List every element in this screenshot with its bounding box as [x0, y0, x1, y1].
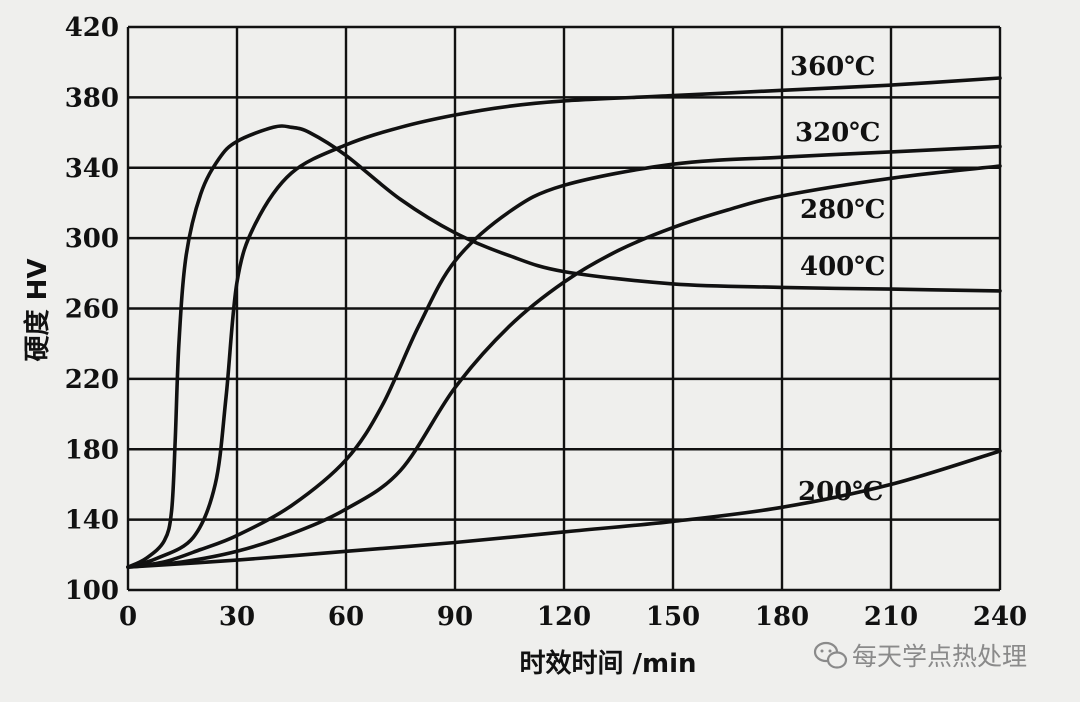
- y-tick-label: 220: [65, 365, 119, 395]
- watermark: 每天学点热处理: [813, 641, 1027, 671]
- series-line-320℃: [126, 144, 1002, 569]
- series-lines: [126, 76, 1002, 569]
- y-axis-title: 硬度 HV: [22, 259, 53, 362]
- x-tick-label: 120: [537, 602, 591, 632]
- y-tick-label: 100: [65, 576, 119, 606]
- y-tick-labels: 100 140 180 220 260 300 340 380 420: [65, 13, 119, 606]
- x-tick-label: 180: [755, 602, 809, 632]
- series-label: 200℃: [798, 477, 883, 507]
- x-axis-title: 时效时间 /min: [519, 648, 696, 679]
- series-label: 280℃: [800, 195, 885, 225]
- series-line-400℃: [126, 124, 1002, 569]
- series-label: 360℃: [790, 52, 875, 82]
- y-tick-label: 420: [65, 13, 119, 43]
- y-tick-label: 140: [65, 506, 119, 536]
- x-tick-label: 30: [219, 602, 255, 632]
- series-line-200℃: [126, 449, 1002, 569]
- y-tick-label: 380: [65, 83, 119, 113]
- y-tick-label: 180: [65, 435, 119, 465]
- series-label: 400℃: [800, 252, 885, 282]
- series-line-360℃: [126, 76, 1002, 569]
- x-tick-label: 90: [437, 602, 473, 632]
- series-label: 320℃: [795, 118, 880, 148]
- watermark-text: 每天学点热处理: [852, 642, 1027, 671]
- x-tick-label: 0: [119, 602, 137, 632]
- wechat-icon: [813, 641, 848, 669]
- series-labels: 360℃ 320℃ 280℃ 400℃ 200℃: [790, 52, 885, 507]
- x-tick-labels: 0 30 60 90 120 150 180 210 240: [119, 602, 1027, 632]
- y-tick-label: 340: [65, 154, 119, 184]
- grid: [126, 25, 1002, 592]
- x-tick-label: 150: [646, 602, 700, 632]
- y-tick-label: 300: [65, 224, 119, 254]
- x-tick-label: 240: [973, 602, 1027, 632]
- x-tick-label: 60: [328, 602, 364, 632]
- x-tick-label: 210: [864, 602, 918, 632]
- y-tick-label: 260: [65, 295, 119, 325]
- series-line-280℃: [126, 164, 1002, 569]
